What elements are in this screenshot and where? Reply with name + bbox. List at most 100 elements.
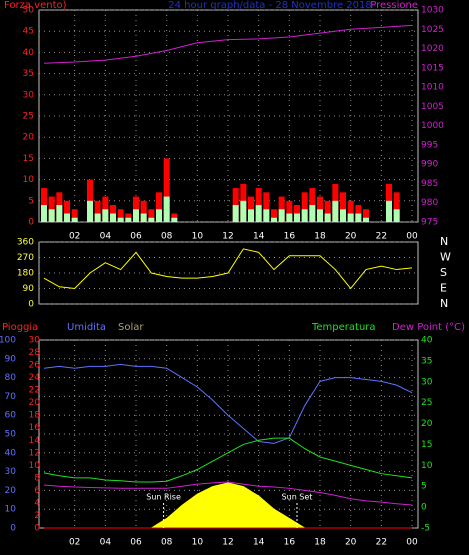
y-tick-label: 30: [29, 336, 41, 346]
bar: [156, 209, 162, 222]
y-tick-label: 25: [421, 398, 432, 408]
y-tick-label: 180: [17, 269, 34, 279]
y-tick-label: 1015: [421, 63, 444, 73]
y-tick-label: N: [440, 235, 448, 248]
line: [43, 248, 413, 290]
y-tick-label: 25: [23, 112, 34, 122]
y-tick-label: 990: [421, 160, 438, 170]
y-tick-label: 12: [29, 448, 40, 458]
y-tick-label: 90: [23, 284, 35, 294]
x-tick-label: 22: [376, 232, 387, 242]
y-tick-label: 0: [34, 524, 40, 534]
y-tick-label: 2: [34, 511, 40, 521]
y-tick-label: 22: [29, 386, 40, 396]
y-tick-label: N: [440, 297, 448, 310]
x-tick-label: 22: [376, 538, 387, 548]
y-tick-label: 45: [23, 27, 34, 37]
bar: [386, 200, 392, 222]
y-tick-label: 16: [29, 423, 41, 433]
y-tick-label: 1005: [421, 102, 444, 112]
bar: [163, 196, 170, 222]
y-tick-label: 360: [17, 238, 34, 248]
bar: [393, 192, 400, 222]
legend-label: Umidita: [67, 322, 106, 333]
bar: [294, 213, 300, 222]
bar: [355, 213, 362, 222]
y-tick-label: 35: [421, 356, 432, 366]
x-tick-label: 08: [161, 538, 173, 548]
bar: [271, 217, 277, 222]
y-tick-label: 40: [5, 448, 17, 458]
y-tick-label: 0: [28, 218, 34, 228]
panel-title: 24 hour graph/data - 28 Novembre 2018: [168, 0, 371, 11]
x-tick-label: 10: [192, 232, 204, 242]
bar: [64, 200, 70, 222]
bar: [393, 209, 400, 222]
y-tick-label: 40: [421, 336, 433, 346]
y-tick-label: 80: [5, 373, 17, 383]
y-tick-label: 1025: [421, 25, 444, 35]
x-tick-label: 02: [69, 232, 80, 242]
y-tick-label: 0: [28, 300, 34, 310]
y-tick-label: E: [440, 282, 447, 295]
bar: [248, 209, 254, 222]
y-tick-label: 980: [421, 198, 438, 208]
x-tick-label: 20: [345, 232, 357, 242]
legend-label: Solar: [118, 322, 144, 333]
x-tick-label: 14: [253, 538, 265, 548]
y-tick-label: 30: [23, 90, 35, 100]
bar: [71, 209, 78, 222]
panel-title-right: Pressione: [370, 0, 418, 11]
y-tick-label: W: [440, 251, 451, 264]
y-tick-label: 1020: [421, 44, 444, 54]
legend-label: Temperatura: [311, 322, 376, 333]
legend-label: Dew Point (°C): [392, 322, 465, 333]
x-tick-label: 18: [314, 232, 326, 242]
line: [43, 481, 413, 506]
bar: [133, 209, 139, 222]
y-tick-label: 1000: [421, 121, 444, 131]
bar: [171, 217, 178, 222]
bar: [94, 200, 101, 222]
bar: [87, 200, 93, 222]
x-tick-label: 16: [284, 232, 296, 242]
bar: [355, 205, 362, 222]
x-tick-label: 06: [130, 538, 142, 548]
y-tick-label: 10: [23, 175, 35, 185]
bar: [263, 192, 270, 222]
x-tick-label: 00: [406, 232, 418, 242]
bar: [232, 205, 239, 222]
y-tick-label: 70: [5, 392, 17, 402]
bar: [94, 213, 101, 222]
y-tick-label: -5: [421, 524, 430, 534]
bar: [332, 200, 339, 222]
annotation-label: Sun Set: [282, 493, 313, 502]
bar: [363, 217, 369, 222]
x-tick-label: 10: [192, 538, 204, 548]
x-tick-label: 02: [69, 538, 80, 548]
x-tick-label: 12: [222, 538, 233, 548]
y-tick-label: 5: [28, 196, 34, 206]
y-tick-label: 60: [5, 411, 17, 421]
line: [43, 437, 413, 483]
bar: [324, 213, 331, 222]
bar: [309, 205, 316, 222]
bar: [271, 209, 277, 222]
bar: [117, 217, 124, 222]
bar: [255, 205, 262, 222]
y-tick-label: 15: [421, 440, 432, 450]
line: [43, 363, 413, 444]
y-tick-label: 6: [34, 486, 40, 496]
bar: [156, 192, 162, 222]
bar: [140, 213, 147, 222]
y-tick-label: 40: [23, 48, 35, 58]
bar: [71, 217, 78, 222]
bar: [110, 205, 116, 222]
bar: [240, 200, 247, 222]
x-tick-label: 14: [253, 232, 265, 242]
bar: [263, 209, 270, 222]
bar: [117, 209, 124, 222]
y-tick-label: 8: [34, 473, 40, 483]
line: [43, 24, 413, 64]
